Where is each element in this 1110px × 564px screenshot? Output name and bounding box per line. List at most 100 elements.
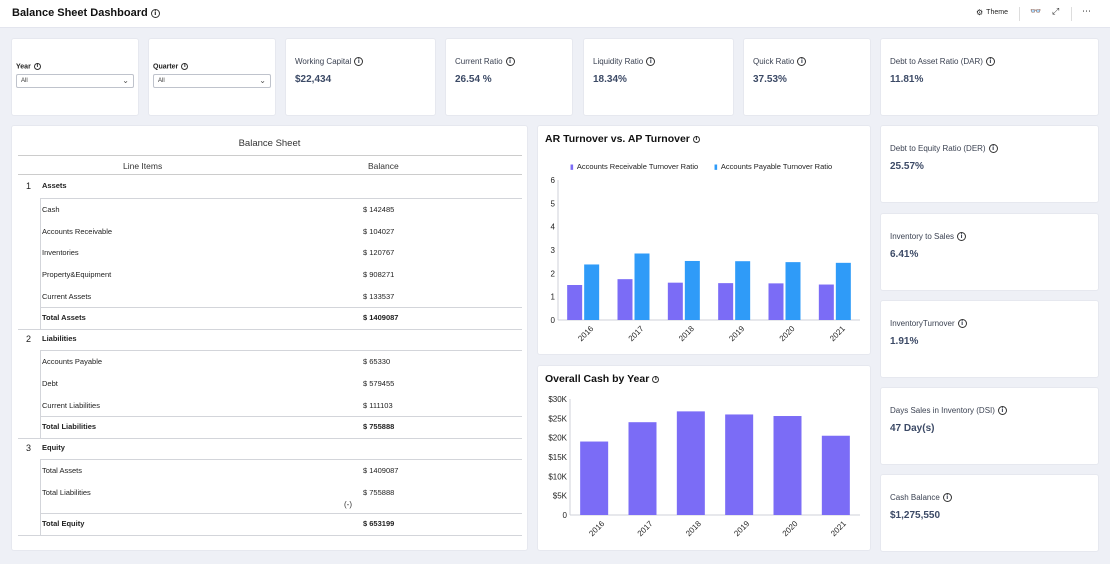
bar-2021-1[interactable] — [835, 262, 851, 320]
subtraction-operator: (-) — [344, 500, 352, 509]
row-divider — [40, 459, 522, 461]
dashboard-title: Balance Sheet Dashboard i — [12, 7, 160, 19]
kpi-value: 6.41% — [890, 249, 919, 260]
more-options-icon[interactable]: ⋯ — [1082, 7, 1091, 17]
expand-icon[interactable]: ⤢ — [1052, 7, 1060, 17]
info-icon[interactable]: i — [33, 63, 41, 70]
inventory-to-sales-card: Inventory to Sales i 6.41% — [881, 214, 1098, 290]
bar-2019-0[interactable] — [725, 414, 754, 515]
bar-2016-1[interactable] — [584, 264, 600, 320]
y-tick-label: 6 — [551, 176, 556, 185]
ar-ap-bar-chart: 0 1 2 3 4 5 6 2016 2017 2018 2019 2020 2021 — [551, 176, 860, 343]
info-icon[interactable]: i — [646, 57, 656, 67]
section-name: Assets — [42, 181, 67, 190]
kpi-label-text: Debt to Equity Ratio (DER) — [890, 144, 986, 153]
total-value: $ 1409087 — [363, 312, 399, 322]
bar-2020-0[interactable] — [773, 416, 802, 515]
legend-item-ap[interactable]: ▮ Accounts Payable Turnover Ratio — [714, 162, 832, 171]
kpi-value: 37.53% — [753, 74, 787, 85]
balance-sheet-card: Balance Sheet Line Items Balance 1 Assets… — [12, 126, 527, 550]
info-icon[interactable]: i — [797, 57, 807, 67]
toolbar-divider — [1071, 7, 1072, 21]
bar-chart-icon: ▮ — [714, 162, 718, 171]
section-name: Equity — [42, 442, 65, 452]
y-tick-label: $10K — [548, 472, 567, 481]
year-select[interactable]: All ⌄ — [16, 74, 134, 88]
chart-title-text: AR Turnover vs. AP Turnover — [545, 133, 690, 145]
kpi-label-text: InventoryTurnover — [890, 319, 955, 328]
bar-2017-0[interactable] — [628, 422, 657, 515]
x-tick-label: 2019 — [727, 324, 746, 343]
bar-2018-0[interactable] — [667, 282, 683, 320]
quick-ratio-card: Quick Ratio i 37.53% — [744, 39, 870, 115]
row-divider — [40, 415, 522, 417]
x-tick-label: 2021 — [828, 324, 847, 343]
chart-title: Overall Cash by Year i — [545, 373, 660, 385]
section-number: 1 — [26, 181, 32, 191]
bar-2016-0[interactable] — [567, 285, 583, 320]
quarter-select[interactable]: All ⌄ — [153, 74, 271, 88]
x-tick-label: 2019 — [732, 519, 751, 538]
info-icon[interactable]: i — [957, 232, 967, 242]
ar-ap-chart-card: AR Turnover vs. AP Turnover i ▮ Accounts … — [538, 126, 870, 354]
chevron-down-icon: ⌄ — [259, 76, 266, 85]
chart-title-text: Overall Cash by Year — [545, 373, 650, 385]
info-icon[interactable]: i — [942, 493, 952, 503]
info-icon[interactable]: i — [505, 57, 515, 67]
legend-item-ar[interactable]: ▮ Accounts Receivable Turnover Ratio — [570, 162, 698, 171]
kpi-value: 1.91% — [890, 336, 919, 347]
bar-2017-1[interactable] — [634, 253, 650, 321]
theme-button[interactable]: ⚙ Theme — [976, 8, 1008, 17]
year-filter-card: Year i All ⌄ — [12, 39, 138, 115]
glasses-icon[interactable]: 👓 — [1030, 7, 1042, 17]
kpi-label-text: Working Capital — [295, 57, 352, 66]
info-icon[interactable]: i — [181, 63, 189, 70]
info-icon[interactable]: i — [354, 57, 364, 67]
info-icon[interactable]: i — [692, 135, 700, 143]
year-select-value: All — [21, 78, 28, 84]
line-item-name: Accounts Receivable — [42, 226, 113, 236]
total-name: Total Liabilities — [42, 421, 97, 431]
x-tick-label: 2018 — [684, 519, 703, 538]
quarter-filter-label: Quarter i — [153, 63, 189, 70]
info-icon[interactable]: i — [150, 8, 160, 18]
total-value: $ 653199 — [363, 519, 395, 528]
bar-2020-0[interactable] — [768, 283, 784, 320]
bar-2019-1[interactable] — [735, 261, 751, 320]
bar-2019-0[interactable] — [718, 283, 734, 320]
x-tick-label: 2020 — [778, 324, 797, 343]
bar-2018-1[interactable] — [684, 260, 700, 320]
line-item-value: $ 111103 — [363, 401, 393, 410]
row-divider — [40, 197, 522, 199]
bar-2021-0[interactable] — [821, 435, 850, 515]
line-item-value: $ 755888 — [363, 488, 395, 498]
bar-2020-1[interactable] — [785, 262, 801, 320]
info-icon[interactable]: i — [985, 57, 995, 67]
section-number: 3 — [26, 442, 32, 453]
line-item-name: Property&Equipment — [42, 270, 112, 280]
row-divider — [18, 328, 522, 330]
info-icon[interactable]: i — [988, 144, 998, 154]
x-tick-label: 2018 — [677, 324, 696, 343]
bar-2021-0[interactable] — [818, 284, 834, 320]
column-header-balance: Balance — [368, 161, 399, 171]
cash-by-year-card: Overall Cash by Year i 0 $5K $10K $15K $20K $2… — [538, 366, 870, 550]
info-icon[interactable]: i — [957, 319, 967, 329]
bar-2016-0[interactable] — [580, 441, 609, 515]
kpi-label-text: Cash Balance — [890, 493, 940, 502]
kpi-label: Inventory to Sales i — [890, 232, 967, 242]
kpi-label: Working Capital i — [295, 57, 364, 67]
info-icon[interactable]: i — [652, 375, 660, 383]
chart-title: AR Turnover vs. AP Turnover i — [545, 133, 700, 145]
x-tick-label: 2017 — [627, 324, 646, 343]
info-icon[interactable]: i — [997, 406, 1007, 416]
y-tick-label: 4 — [551, 223, 556, 232]
column-divider — [40, 459, 41, 535]
line-item-value: $ 142485 — [363, 204, 395, 214]
kpi-label-text: Current Ratio — [455, 57, 503, 66]
bar-2018-0[interactable] — [676, 411, 705, 515]
line-item-value: $ 65330 — [363, 357, 391, 367]
bar-2017-0[interactable] — [617, 279, 633, 320]
kpi-value: 18.34% — [593, 74, 627, 85]
liquidity-ratio-card: Liquidity Ratio i 18.34% — [584, 39, 733, 115]
